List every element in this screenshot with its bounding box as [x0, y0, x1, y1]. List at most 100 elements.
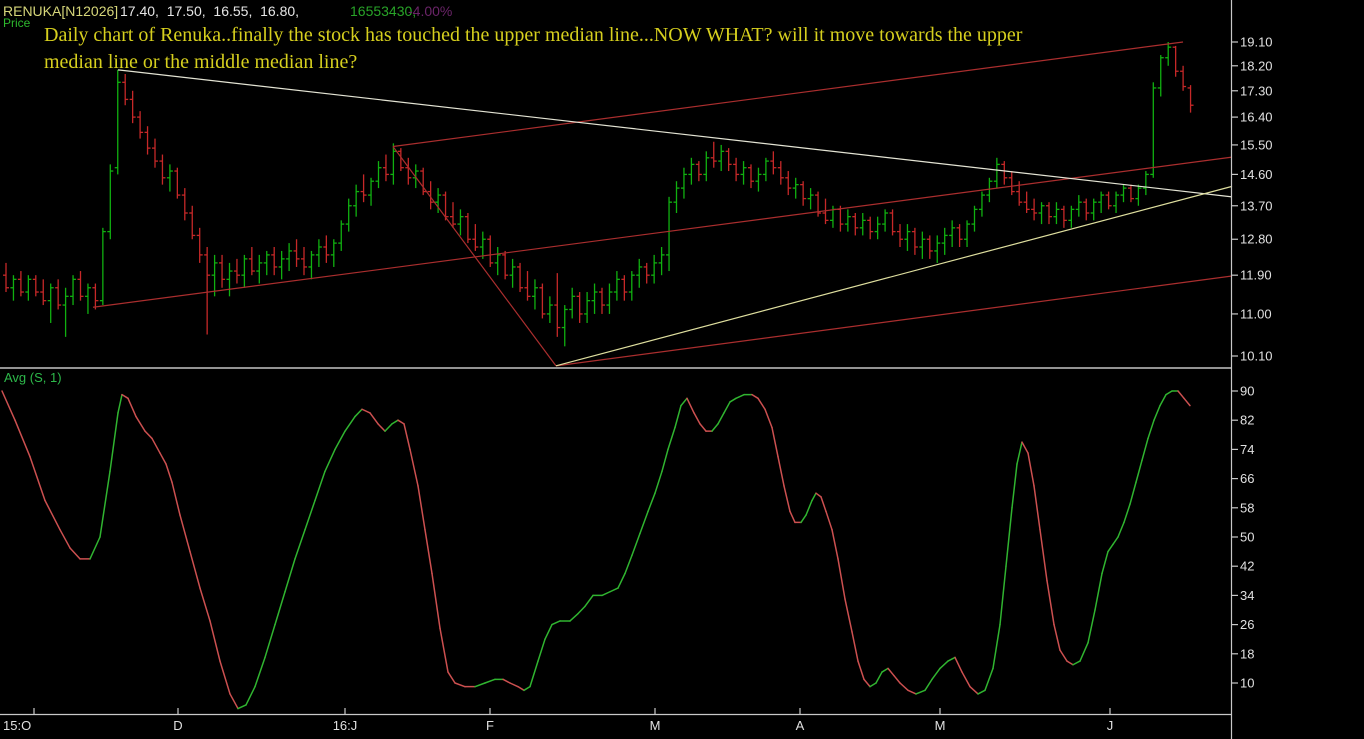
indicator-line-segment	[686, 397, 695, 414]
indicator-line-segment	[1153, 404, 1161, 421]
indicator-line-segment	[1059, 649, 1068, 662]
indicator-line-segment	[474, 682, 486, 688]
change-percent: -4.00%	[408, 3, 453, 19]
x-axis-label: M	[650, 718, 661, 733]
indicator-line-segment	[815, 492, 822, 498]
indicator-line-segment	[609, 587, 619, 593]
indicator-line-segment	[723, 401, 731, 414]
annotation-line-2: median line or the middle median line?	[44, 51, 358, 73]
indicator-label: Avg (S, 1)	[4, 370, 62, 385]
indicator-line-segment	[851, 631, 859, 662]
indicator-line-segment	[1135, 459, 1143, 483]
indicator-line-segment	[577, 605, 586, 615]
indicator-line-segment	[1129, 481, 1137, 505]
indicator-line-segment	[639, 510, 649, 535]
indicator-line-segment	[284, 558, 296, 593]
indicator-line-segment	[159, 452, 167, 465]
indicator-line-segment	[887, 667, 895, 677]
indicator-line-segment	[931, 667, 941, 681]
indicator-line-segment	[484, 678, 496, 684]
indicator-line-segment	[245, 685, 256, 706]
price-axis-tick-label: 14.60	[1240, 167, 1273, 182]
x-axis-label: D	[173, 718, 182, 733]
indicator-line-segment	[384, 423, 393, 432]
indicator-line-segment	[502, 678, 511, 684]
indicator-line-segment	[171, 481, 181, 516]
indicator-line-segment	[229, 693, 239, 710]
indicator-line-segment	[1005, 507, 1013, 567]
indicator-line-segment	[875, 671, 883, 684]
price-axis-tick-label: 15.50	[1240, 137, 1273, 152]
indicator-line-segment	[999, 565, 1007, 626]
indicator-line-segment	[661, 448, 669, 473]
indicator-line-segment	[954, 656, 963, 673]
price-axis-tick-label: 19.10	[1240, 35, 1273, 50]
indicator-line-segment	[537, 638, 546, 662]
price-axis-tick-label: 13.70	[1240, 198, 1273, 213]
indicator-line-segment	[1079, 642, 1089, 662]
indicator-line-segment	[304, 499, 316, 531]
indicator-line-segment	[805, 499, 813, 516]
indicator-line-segment	[1112, 536, 1119, 546]
indicator-line-segment	[99, 470, 111, 538]
indicator-line-segment	[729, 397, 737, 403]
indicator-line-segment	[121, 393, 129, 400]
indicator-line-segment	[915, 689, 926, 695]
indicator-line-segment	[1033, 485, 1041, 531]
x-axis-label: 16:J	[333, 718, 358, 733]
ohlc-values: 17.40, 17.50, 16.55, 16.80,	[120, 3, 300, 19]
x-axis-label: A	[796, 718, 805, 733]
indicator-line-segment	[1147, 419, 1155, 440]
indicator-line-segment	[529, 660, 539, 688]
indicator-line-segment	[863, 678, 871, 688]
x-axis-label: F	[486, 718, 494, 733]
indicator-line-segment	[1101, 550, 1109, 575]
indicator-line-segment	[1165, 390, 1173, 396]
indicator-line-segment	[361, 408, 371, 414]
indicator-line-segment	[751, 393, 759, 400]
indicator-axis-tick-label: 82	[1240, 413, 1254, 428]
indicator-line-segment	[881, 667, 889, 673]
indicator-line-segment	[1141, 437, 1149, 462]
indicator-axis-tick-label: 58	[1240, 500, 1254, 515]
median-top-line	[392, 41, 1184, 148]
indicator-line-segment	[1123, 503, 1131, 524]
indicator-line-segment	[869, 682, 877, 688]
indicator-line-segment	[899, 682, 909, 692]
indicator-line-segment	[717, 412, 725, 425]
indicator-line-segment	[254, 656, 266, 688]
indicator-line-segment	[334, 430, 346, 451]
indicator-line-segment	[1011, 463, 1018, 509]
indicator-line-segment	[109, 412, 119, 473]
indicator-line-segment	[189, 550, 201, 589]
indicator-line-segment	[179, 514, 191, 553]
indicator-line-segment	[624, 554, 633, 575]
indicator-axis-tick-label: 90	[1240, 384, 1254, 399]
indicator-line-segment	[907, 689, 917, 695]
indicator-line-segment	[59, 528, 71, 549]
indicator-line-segment	[14, 419, 31, 458]
x-axis-label: 15:O	[3, 718, 31, 733]
indicator-axis-tick-label: 50	[1240, 530, 1254, 545]
median-bottom-line	[555, 275, 1233, 367]
indicator-line-segment	[264, 623, 276, 659]
indicator-line-segment	[789, 510, 796, 524]
indicator-line-segment	[294, 528, 306, 560]
indicator-line-segment	[699, 423, 707, 432]
indicator-line-segment	[584, 594, 594, 608]
indicator-line-segment	[947, 656, 956, 662]
indicator-line-segment	[893, 674, 901, 684]
indicator-line-segment	[680, 397, 688, 407]
indicator-line-segment	[1053, 623, 1061, 651]
indicator-line-segment	[439, 627, 449, 673]
indicator-line-segment	[844, 598, 853, 633]
indicator-line-segment	[1107, 543, 1114, 553]
indicator-line-segment	[711, 423, 719, 432]
indicator-line-segment	[771, 426, 779, 458]
indicator-line-segment	[517, 685, 525, 692]
price-axis-tick-label: 16.40	[1240, 110, 1273, 125]
price-axis-tick-label: 18.20	[1240, 58, 1273, 73]
indicator-line-segment	[69, 547, 81, 560]
indicator-line-segment	[199, 587, 211, 622]
